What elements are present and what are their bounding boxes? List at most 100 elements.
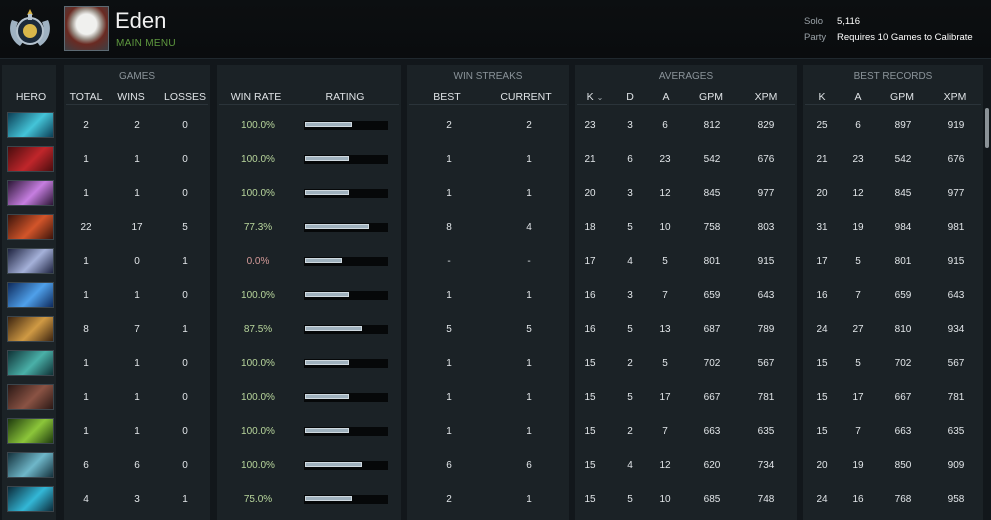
username: Eden: [115, 8, 167, 33]
cell-gpm: 845: [703, 188, 721, 199]
column-header-wins[interactable]: WINS: [117, 91, 145, 103]
best-records-header-divider: [805, 104, 981, 105]
hero-portrait-icon[interactable]: [7, 112, 54, 138]
cell-best-k: 15: [816, 358, 828, 369]
cell-best-xpm: 915: [947, 256, 965, 267]
column-header-d[interactable]: D: [626, 91, 634, 103]
column-header-streak-current[interactable]: CURRENT: [500, 91, 552, 103]
cell-streak-best: 1: [446, 426, 452, 437]
table-row[interactable]: 1 1 0 100.0% 1 1 15 2 7 663 635 15 7 663 635: [0, 414, 991, 448]
rating-bar-fill: [305, 462, 362, 467]
cell-best-xpm: 977: [947, 188, 965, 199]
rating-bar: [304, 325, 388, 334]
cell-a: 7: [662, 290, 668, 301]
column-header-gpm[interactable]: GPM: [699, 91, 723, 103]
column-header-xpm[interactable]: XPM: [754, 91, 778, 103]
rating-bar-fill: [305, 156, 349, 161]
cell-total: 1: [83, 188, 89, 199]
hero-portrait-icon[interactable]: [7, 316, 54, 342]
column-header-a[interactable]: A: [662, 91, 670, 103]
column-header-best-a[interactable]: A: [854, 91, 862, 103]
cell-wins: 1: [134, 358, 140, 369]
cell-best-a: 23: [852, 154, 864, 165]
rating-bar-fill: [305, 360, 349, 365]
column-header-k-label: K: [586, 91, 594, 103]
cell-wins: 1: [134, 426, 140, 437]
cell-total: 4: [83, 494, 89, 505]
cell-streak-best: 2: [446, 120, 452, 131]
rating-bar-fill: [305, 428, 349, 433]
column-header-rating[interactable]: RATING: [325, 91, 365, 103]
column-header-best-k[interactable]: K: [818, 91, 826, 103]
column-header-best-gpm[interactable]: GPM: [890, 91, 914, 103]
cell-a: 10: [659, 494, 671, 505]
scrollbar[interactable]: [985, 108, 989, 148]
solo-label: Solo: [804, 16, 824, 27]
table-row[interactable]: 1 0 1 0.0% - - 17 4 5 801 915 17 5 801 915: [0, 244, 991, 278]
cell-best-xpm: 567: [947, 358, 965, 369]
cell-streak-best: 6: [446, 460, 452, 471]
table-row[interactable]: 22 17 5 77.3% 8 4 18 5 10 758 803 31 19 984 981: [0, 210, 991, 244]
cell-total: 22: [80, 222, 92, 233]
hero-portrait-icon[interactable]: [7, 350, 54, 376]
cell-total: 8: [83, 324, 89, 335]
cell-losses: 1: [182, 324, 188, 335]
cell-d: 5: [627, 324, 633, 335]
hero-portrait-icon[interactable]: [7, 180, 54, 206]
cell-best-k: 24: [816, 494, 828, 505]
cell-best-k: 31: [816, 222, 828, 233]
rating-bar-fill: [305, 496, 352, 501]
cell-streak-current: 1: [526, 358, 532, 369]
cell-streak-current: 2: [526, 120, 532, 131]
cell-best-xpm: 643: [947, 290, 965, 301]
profile-avatar[interactable]: [64, 6, 109, 51]
table-row[interactable]: 1 1 0 100.0% 1 1 15 2 5 702 567 15 5 702 567: [0, 346, 991, 380]
column-header-k-sorted[interactable]: K ⌄: [580, 91, 610, 103]
table-row[interactable]: 1 1 0 100.0% 1 1 20 3 12 845 977 20 12 845 977: [0, 176, 991, 210]
column-header-total[interactable]: TOTAL: [69, 91, 103, 103]
hero-portrait-icon[interactable]: [7, 282, 54, 308]
table-row[interactable]: 6 6 0 100.0% 6 6 15 4 12 620 734 20 19 850 909: [0, 448, 991, 482]
table-row[interactable]: 1 1 0 100.0% 1 1 21 6 23 542 676 21 23 542 676: [0, 142, 991, 176]
cell-streak-best: 1: [446, 188, 452, 199]
best-records-group-header: BEST RECORDS: [853, 71, 933, 82]
column-header-best-xpm[interactable]: XPM: [943, 91, 967, 103]
cell-streak-current: 1: [526, 188, 532, 199]
column-header-win-rate[interactable]: WIN RATE: [230, 91, 282, 103]
cell-best-a: 12: [852, 188, 864, 199]
cell-total: 6: [83, 460, 89, 471]
cell-streak-best: 2: [446, 494, 452, 505]
main-menu-link[interactable]: MAIN MENU: [116, 38, 176, 49]
cell-best-gpm: 659: [894, 290, 912, 301]
column-header-hero[interactable]: HERO: [15, 91, 47, 103]
cell-k: 15: [584, 392, 596, 403]
hero-portrait-icon[interactable]: [7, 248, 54, 274]
hero-portrait-icon[interactable]: [7, 214, 54, 240]
cell-win-rate: 100.0%: [241, 154, 275, 165]
cell-best-gpm: 897: [894, 120, 912, 131]
hero-portrait-icon[interactable]: [7, 146, 54, 172]
table-row[interactable]: 1 1 0 100.0% 1 1 16 3 7 659 643 16 7 659 643: [0, 278, 991, 312]
cell-best-k: 24: [816, 324, 828, 335]
cell-d: 5: [627, 222, 633, 233]
hero-portrait-icon[interactable]: [7, 452, 54, 478]
table-row[interactable]: 8 7 1 87.5% 5 5 16 5 13 687 789 24 27 810 934: [0, 312, 991, 346]
hero-portrait-icon[interactable]: [7, 384, 54, 410]
cell-a: 5: [662, 256, 668, 267]
cell-streak-best: 1: [446, 290, 452, 301]
cell-best-xpm: 981: [947, 222, 965, 233]
table-row[interactable]: 2 2 0 100.0% 2 2 23 3 6 812 829 25 6 897 919: [0, 108, 991, 142]
cell-best-a: 27: [852, 324, 864, 335]
cell-best-gpm: 768: [894, 494, 912, 505]
hero-portrait-icon[interactable]: [7, 486, 54, 512]
cell-best-gpm: 542: [894, 154, 912, 165]
table-row[interactable]: 1 1 0 100.0% 1 1 15 5 17 667 781 15 17 667 781: [0, 380, 991, 414]
cell-d: 3: [627, 188, 633, 199]
column-header-losses[interactable]: LOSSES: [163, 91, 207, 103]
cell-win-rate: 0.0%: [246, 256, 270, 267]
cell-losses: 0: [182, 120, 188, 131]
party-mmr-value: Requires 10 Games to Calibrate: [837, 32, 973, 43]
table-row[interactable]: 4 3 1 75.0% 2 1 15 5 10 685 748 24 16 768 958: [0, 482, 991, 516]
hero-portrait-icon[interactable]: [7, 418, 54, 444]
column-header-streak-best[interactable]: BEST: [433, 91, 461, 103]
